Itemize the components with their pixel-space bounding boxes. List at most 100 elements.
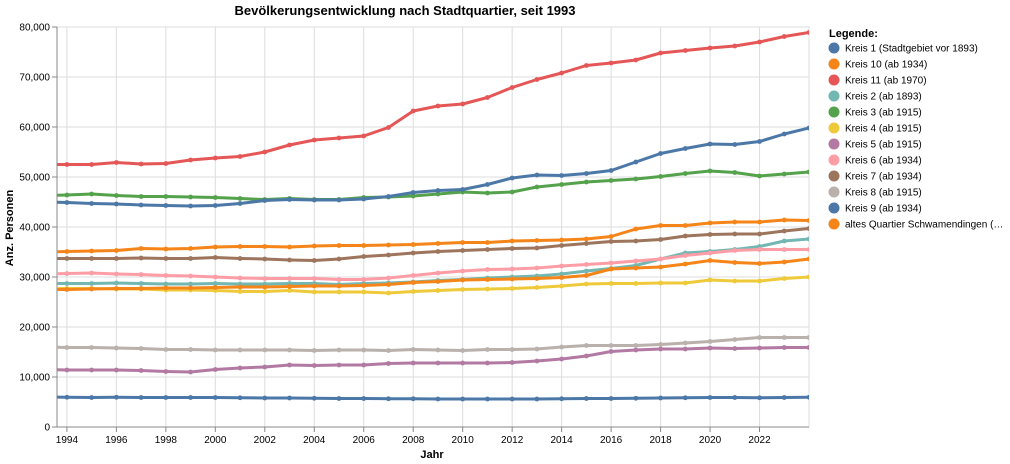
data-point[interactable] bbox=[509, 189, 515, 195]
data-point[interactable] bbox=[262, 244, 268, 249]
data-point[interactable] bbox=[485, 396, 490, 402]
data-point[interactable] bbox=[163, 281, 169, 287]
data-point[interactable] bbox=[485, 347, 490, 352]
data-point[interactable] bbox=[732, 219, 738, 225]
data-point[interactable] bbox=[509, 238, 515, 244]
data-point[interactable] bbox=[113, 286, 119, 291]
data-point[interactable] bbox=[138, 368, 144, 373]
data-point[interactable] bbox=[64, 200, 70, 205]
data-point[interactable] bbox=[757, 173, 762, 179]
legend-item[interactable]: Kreis 8 (ab 1915) bbox=[828, 186, 922, 199]
data-point[interactable] bbox=[608, 178, 614, 183]
data-point[interactable] bbox=[89, 367, 95, 373]
data-point[interactable] bbox=[460, 277, 466, 283]
data-point[interactable] bbox=[583, 268, 589, 274]
data-point[interactable] bbox=[64, 192, 70, 198]
data-point[interactable] bbox=[707, 258, 713, 263]
data-point[interactable] bbox=[732, 346, 738, 351]
data-point[interactable] bbox=[138, 194, 144, 199]
data-point[interactable] bbox=[682, 233, 688, 239]
data-point[interactable] bbox=[113, 160, 119, 165]
data-point[interactable] bbox=[485, 360, 490, 366]
data-point[interactable] bbox=[138, 255, 144, 261]
data-point[interactable] bbox=[386, 194, 391, 199]
data-point[interactable] bbox=[40, 286, 45, 291]
data-point[interactable] bbox=[40, 250, 45, 255]
data-point[interactable] bbox=[188, 347, 193, 352]
data-point[interactable] bbox=[608, 343, 614, 348]
data-point[interactable] bbox=[559, 275, 565, 280]
data-point[interactable] bbox=[64, 287, 70, 292]
data-point[interactable] bbox=[608, 168, 614, 173]
data-point[interactable] bbox=[757, 39, 762, 45]
data-point[interactable] bbox=[658, 280, 663, 286]
data-point[interactable] bbox=[311, 289, 317, 295]
legend-item[interactable]: Kreis 7 (ab 1934) bbox=[828, 170, 922, 183]
data-point[interactable] bbox=[188, 203, 193, 209]
data-point[interactable] bbox=[583, 63, 589, 68]
data-point[interactable] bbox=[781, 34, 787, 39]
data-point[interactable] bbox=[757, 247, 762, 252]
data-point[interactable] bbox=[361, 396, 367, 401]
data-point[interactable] bbox=[237, 289, 243, 294]
data-point[interactable] bbox=[89, 162, 95, 167]
data-point[interactable] bbox=[386, 396, 391, 402]
data-point[interactable] bbox=[237, 196, 243, 201]
data-point[interactable] bbox=[460, 101, 466, 107]
data-point[interactable] bbox=[163, 369, 169, 374]
data-point[interactable] bbox=[188, 395, 193, 400]
data-point[interactable] bbox=[188, 246, 193, 251]
data-point[interactable] bbox=[386, 252, 391, 258]
data-point[interactable] bbox=[89, 286, 95, 292]
data-point[interactable] bbox=[583, 396, 589, 401]
data-point[interactable] bbox=[361, 362, 367, 368]
data-point[interactable] bbox=[212, 203, 218, 208]
data-point[interactable] bbox=[237, 275, 243, 281]
data-point[interactable] bbox=[113, 345, 119, 351]
data-point[interactable] bbox=[806, 394, 812, 400]
data-point[interactable] bbox=[163, 256, 169, 261]
data-point[interactable] bbox=[633, 281, 639, 286]
data-point[interactable] bbox=[262, 289, 268, 294]
data-point[interactable] bbox=[336, 396, 342, 401]
data-point[interactable] bbox=[757, 139, 762, 144]
data-point[interactable] bbox=[336, 347, 342, 353]
data-point[interactable] bbox=[89, 191, 95, 197]
data-point[interactable] bbox=[633, 265, 639, 271]
data-point[interactable] bbox=[212, 281, 218, 286]
data-point[interactable] bbox=[138, 272, 144, 277]
data-point[interactable] bbox=[682, 48, 688, 53]
data-point[interactable] bbox=[485, 240, 490, 245]
data-point[interactable] bbox=[485, 190, 490, 196]
data-point[interactable] bbox=[89, 201, 95, 206]
data-point[interactable] bbox=[435, 279, 441, 284]
data-point[interactable] bbox=[460, 268, 466, 274]
data-point[interactable] bbox=[707, 339, 713, 344]
data-point[interactable] bbox=[485, 182, 490, 187]
data-point[interactable] bbox=[707, 277, 713, 283]
data-point[interactable] bbox=[361, 196, 367, 202]
data-point[interactable] bbox=[336, 243, 342, 248]
data-point[interactable] bbox=[806, 247, 812, 252]
data-point[interactable] bbox=[534, 172, 540, 178]
data-point[interactable] bbox=[806, 274, 812, 280]
data-point[interactable] bbox=[435, 396, 441, 402]
data-point[interactable] bbox=[262, 149, 268, 155]
data-point[interactable] bbox=[757, 395, 762, 401]
data-point[interactable] bbox=[485, 277, 490, 282]
data-point[interactable] bbox=[559, 70, 565, 76]
data-point[interactable] bbox=[138, 395, 144, 400]
data-point[interactable] bbox=[311, 363, 317, 368]
data-point[interactable] bbox=[608, 234, 614, 239]
data-point[interactable] bbox=[188, 273, 193, 279]
data-point[interactable] bbox=[608, 60, 614, 66]
data-point[interactable] bbox=[311, 243, 317, 249]
data-point[interactable] bbox=[534, 346, 540, 352]
data-point[interactable] bbox=[336, 256, 342, 262]
data-point[interactable] bbox=[40, 367, 45, 372]
data-point[interactable] bbox=[336, 362, 342, 368]
data-point[interactable] bbox=[336, 135, 342, 141]
data-point[interactable] bbox=[188, 281, 193, 287]
data-point[interactable] bbox=[757, 231, 762, 237]
data-point[interactable] bbox=[89, 281, 95, 286]
